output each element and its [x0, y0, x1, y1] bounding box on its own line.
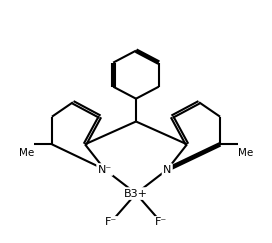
Text: B3+: B3+ [124, 189, 148, 199]
Text: F⁻: F⁻ [105, 217, 117, 227]
Text: N: N [163, 165, 171, 174]
Text: Me: Me [19, 148, 34, 158]
Text: Me: Me [238, 148, 253, 158]
Text: N⁻: N⁻ [98, 165, 112, 174]
Text: F⁻: F⁻ [155, 217, 167, 227]
